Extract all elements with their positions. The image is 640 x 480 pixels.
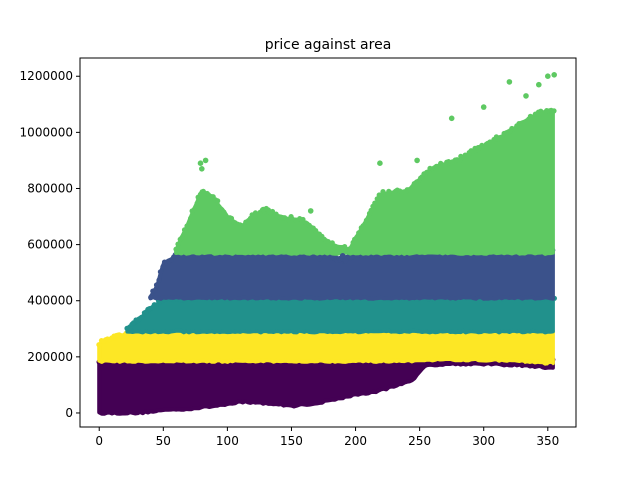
x-tick-label: 350	[536, 434, 559, 448]
data-point	[363, 217, 369, 223]
data-point	[181, 227, 188, 233]
data-point	[175, 241, 181, 247]
data-point	[157, 269, 163, 275]
data-point	[523, 93, 529, 99]
data-point	[152, 287, 158, 293]
data-point	[480, 104, 487, 110]
data-point	[519, 362, 525, 369]
data-point	[191, 206, 197, 213]
y-tick-label: 0	[65, 406, 73, 420]
data-point	[410, 185, 416, 191]
series-0-band	[97, 358, 555, 416]
data-point	[339, 253, 346, 259]
data-point	[194, 200, 200, 206]
data-point	[377, 160, 383, 166]
data-point	[329, 240, 335, 246]
data-point	[96, 342, 102, 348]
x-tick-label: 200	[344, 434, 367, 448]
data-point	[316, 255, 323, 262]
axes-frame	[79, 57, 577, 428]
series-4-band	[174, 108, 555, 256]
series-2-band	[125, 295, 555, 335]
outlier-points	[197, 72, 557, 370]
data-point	[368, 207, 374, 213]
x-tick-label: 150	[280, 434, 303, 448]
x-tick-label: 0	[95, 434, 103, 448]
data-point	[269, 208, 276, 215]
data-point	[251, 214, 258, 220]
data-point	[356, 230, 362, 236]
x-tick-label: 100	[216, 434, 239, 448]
y-axis: 0 200000 400000 600000 800000 1000000 1200000	[20, 69, 80, 420]
data-point	[260, 206, 267, 213]
data-point	[153, 303, 159, 309]
data-point	[506, 79, 513, 85]
data-point	[173, 246, 179, 252]
y-tick-label: 200000	[27, 350, 73, 364]
series-1-band	[97, 328, 555, 367]
data-point	[551, 72, 557, 78]
data-point	[179, 235, 185, 241]
y-tick-label: 800000	[27, 181, 73, 195]
data-point	[372, 200, 378, 206]
data-point	[218, 206, 224, 212]
data-point	[202, 157, 209, 164]
x-tick-label: 300	[472, 434, 495, 448]
data-point	[347, 246, 353, 252]
data-point	[188, 215, 194, 221]
data-point	[536, 81, 542, 88]
series-4	[173, 107, 557, 256]
data-point	[153, 282, 160, 288]
y-tick-label: 1200000	[20, 69, 73, 83]
x-axis: 0 50 100 150 200 250 300 350	[95, 427, 559, 448]
data-point	[414, 157, 420, 164]
series-0	[96, 355, 556, 416]
data-point	[545, 73, 551, 79]
data-point	[148, 294, 154, 301]
data-point	[186, 221, 192, 227]
chart-title: price against area	[265, 37, 392, 53]
data-point	[456, 158, 463, 164]
data-point	[354, 234, 360, 240]
x-tick-label: 250	[408, 434, 431, 448]
y-tick-label: 600000	[27, 238, 73, 252]
data-point	[551, 108, 557, 114]
y-tick-label: 400000	[27, 294, 73, 308]
data-point	[156, 277, 162, 283]
data-point	[448, 115, 455, 122]
data-point	[215, 198, 221, 204]
data-point	[547, 363, 554, 370]
data-point	[197, 160, 204, 166]
data-point	[199, 166, 205, 172]
y-tick-label: 1000000	[20, 125, 73, 139]
data-point	[138, 314, 145, 320]
data-point	[307, 208, 314, 214]
data-point	[160, 264, 166, 270]
plot-area	[96, 72, 558, 416]
x-tick-label: 50	[156, 434, 171, 448]
data-point	[300, 216, 306, 223]
